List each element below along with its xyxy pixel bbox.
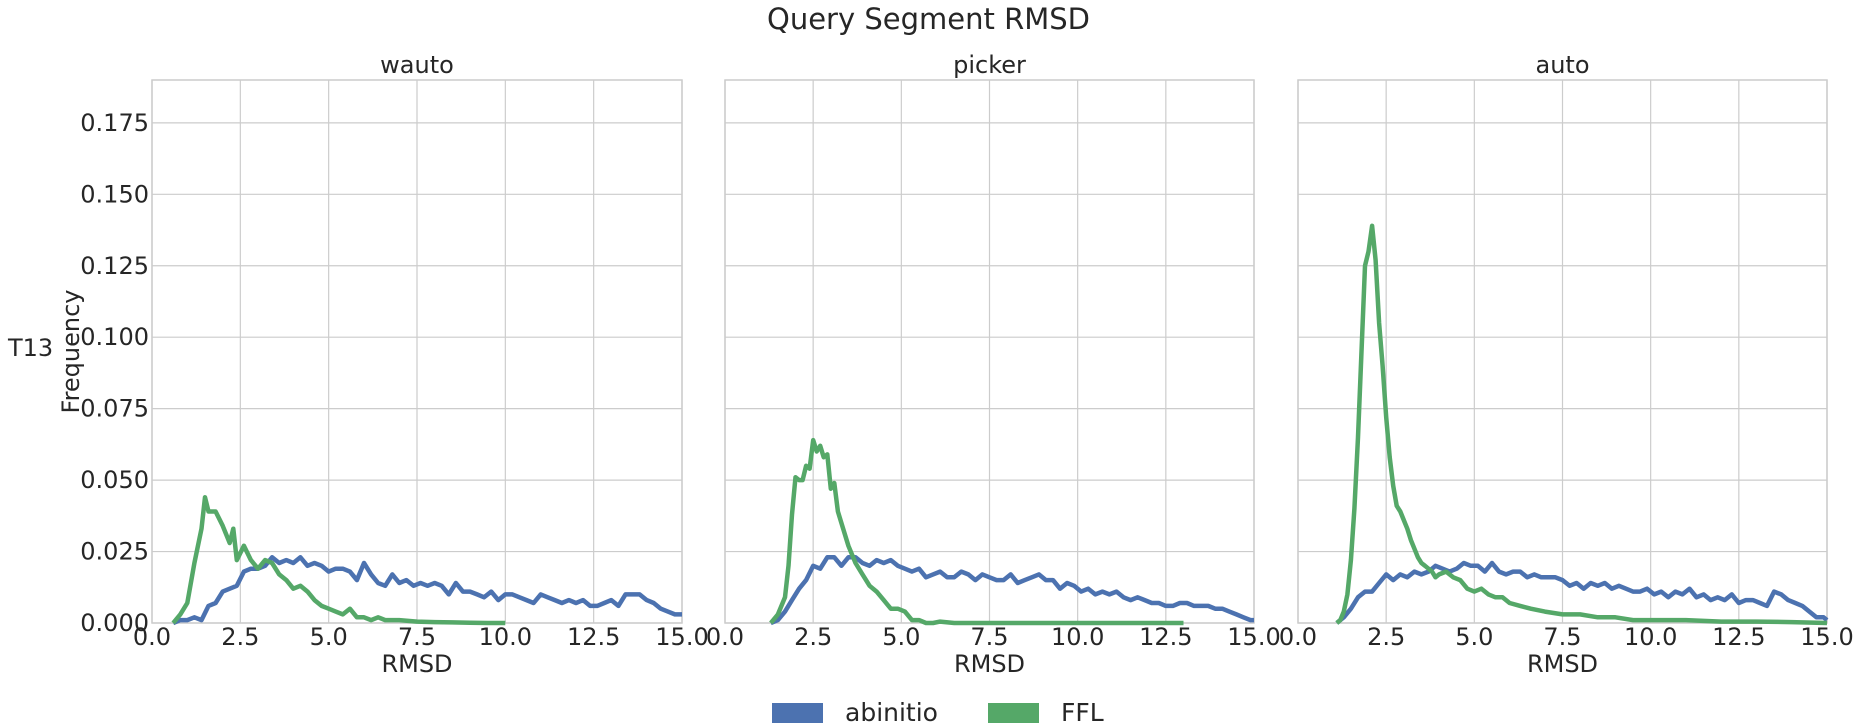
x-tick-label: 0.0: [133, 623, 171, 651]
series-line-ffl: [1335, 223, 1828, 626]
x-tick-label: 2.5: [1367, 623, 1405, 651]
y-tick-label: 0.150: [80, 180, 149, 208]
y-tick-label: 0.100: [80, 323, 149, 351]
x-tick-label: 0.0: [1279, 623, 1317, 651]
legend-swatch-abinitio: [772, 703, 823, 723]
x-tick-label: 12.5: [1139, 623, 1192, 651]
legend-label: abinitio: [845, 698, 938, 727]
y-tick-label: 0.025: [80, 538, 149, 566]
series-line-abinitio: [769, 555, 1254, 626]
legend: abinitio FFL: [772, 699, 1104, 727]
series-line-ffl: [769, 437, 1184, 626]
legend-item-abinitio: abinitio: [772, 699, 938, 727]
figure-title: Query Segment RMSD: [767, 2, 1090, 36]
x-tick-label: 2.5: [221, 623, 259, 651]
y-axis-label: Frequency: [57, 290, 85, 414]
panel-title: picker: [953, 51, 1026, 79]
x-tick-label: 5.0: [310, 623, 348, 651]
plot-frame: [1297, 79, 1828, 624]
x-tick-label: 10.0: [1051, 623, 1104, 651]
x-tick-label: 15.0: [1227, 623, 1280, 651]
y-tick-label: 0.000: [80, 609, 149, 637]
y-tick-label: 0.125: [80, 252, 149, 280]
x-axis-label: RMSD: [1527, 650, 1598, 678]
x-tick-label: 12.5: [567, 623, 620, 651]
x-tick-label: 10.0: [479, 623, 532, 651]
panel-wauto: 0.0 2.5 5.0 7.5 10.0 12.5 15.0 0.000 0.025 0.050 0…: [57, 51, 709, 678]
legend-swatch-ffl: [987, 703, 1039, 723]
y-tick-label: 0.175: [80, 109, 149, 137]
x-tick-label: 5.0: [1455, 623, 1493, 651]
x-tick-label: 0.0: [706, 623, 744, 651]
x-tick-label: 10.0: [1624, 623, 1677, 651]
series-line-abinitio: [1335, 560, 1829, 625]
panel-title: wauto: [380, 51, 454, 79]
y-tick-label: 0.050: [80, 466, 149, 494]
panel-auto: 0.0 2.5 5.0 7.5 10.0 12.5 15.0 auto RMSD: [1279, 51, 1854, 678]
x-axis-label: RMSD: [954, 650, 1025, 678]
panel-picker: 0.0 2.5 5.0 7.5 10.0 12.5 15.0 picker RMSD: [706, 51, 1281, 678]
x-tick-label: 2.5: [794, 623, 832, 651]
y-tick-label: 0.075: [80, 395, 149, 423]
x-tick-label: 5.0: [882, 623, 920, 651]
x-tick-label: 7.5: [970, 623, 1008, 651]
x-tick-label: 15.0: [655, 623, 708, 651]
legend-label: FFL: [1060, 698, 1104, 727]
x-tick-label: 7.5: [398, 623, 436, 651]
row-label: T13: [8, 334, 54, 362]
legend-item-ffl: FFL: [987, 698, 1104, 727]
series-line-abinitio: [172, 555, 682, 626]
x-axis-label: RMSD: [381, 650, 452, 678]
x-tick-label: 15.0: [1800, 623, 1853, 651]
x-tick-label: 7.5: [1543, 623, 1581, 651]
panel-title: auto: [1535, 51, 1589, 79]
x-tick-label: 12.5: [1712, 623, 1765, 651]
series-line-ffl: [171, 495, 506, 626]
